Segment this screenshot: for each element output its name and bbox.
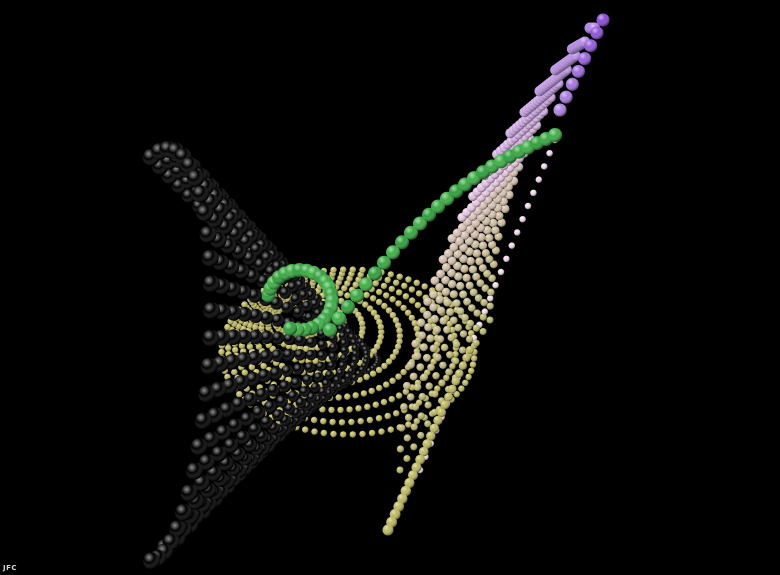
sphere-cloud [142,13,610,570]
artist-signature: JFC [3,564,18,572]
